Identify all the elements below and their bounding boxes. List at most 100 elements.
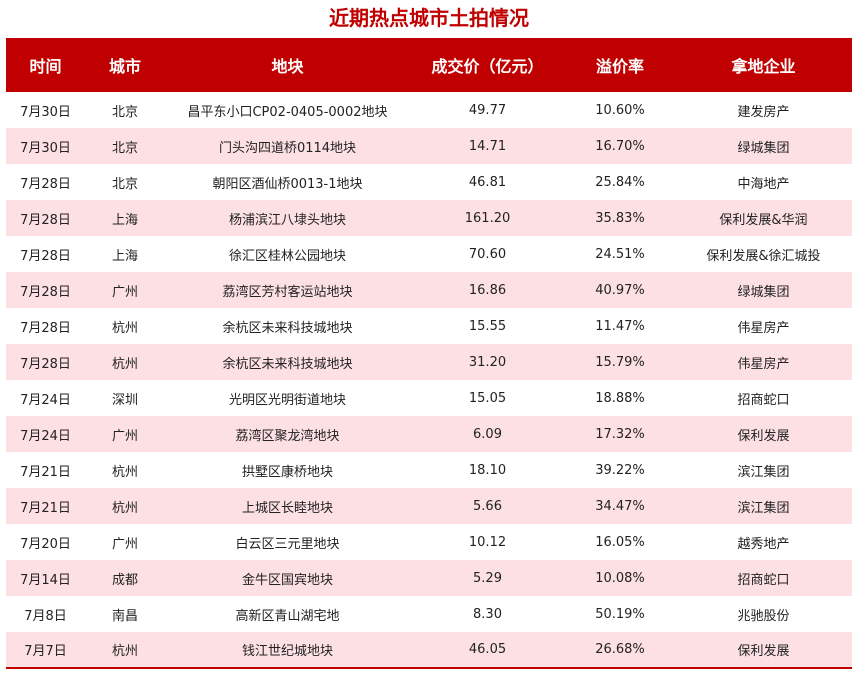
city-cell: 杭州 (111, 356, 138, 372)
date-cell: 7月28日 (20, 284, 71, 300)
premium-rate-cell: 26.68% (595, 642, 645, 657)
premium-rate-cell: 34.47% (595, 498, 645, 514)
land-plot-cell: 余杭区未来科技城地块 (222, 356, 353, 372)
date-cell: 7月28日 (20, 248, 71, 264)
price-cell: 15.55 (468, 318, 507, 334)
land-plot-cell: 白云区三元里地块 (235, 536, 340, 552)
city-cell: 广州 (111, 284, 138, 300)
city-cell: 杭州 (111, 464, 138, 480)
land-plot-cell: 光明区光明街道地块 (228, 392, 346, 408)
land-auction-table: 时间 城市 地块 成交价（亿元） 溢价率 拿地企业 7月30日 北京 昌平东小口CP… (6, 38, 852, 669)
price-cell: 5.66 (473, 498, 502, 514)
premium-rate-cell: 39.22% (595, 462, 645, 478)
land-plot-cell: 昌平东小口CP02-0405-0002地块 (187, 104, 388, 120)
price-cell: 16.86 (468, 282, 507, 298)
premium-rate-cell: 10.60% (595, 102, 645, 118)
city-cell: 北京 (111, 140, 138, 156)
premium-rate-cell: 40.97% (595, 282, 645, 298)
header-premium-rate: 溢价率 (595, 57, 644, 76)
header-date: 时间 (29, 57, 62, 76)
developer-cell: 越秀地产 (737, 536, 790, 552)
premium-rate-cell: 25.84% (595, 174, 645, 190)
land-plot-cell: 荔湾区聚龙湾地块 (235, 428, 340, 444)
city-cell: 广州 (111, 428, 138, 444)
land-plot-cell: 上城区长睦地块 (241, 500, 333, 516)
date-cell: 7月28日 (20, 176, 71, 192)
premium-rate-cell: 16.70% (595, 138, 645, 154)
city-cell: 南昌 (111, 608, 138, 624)
price-cell: 6.09 (473, 426, 502, 442)
premium-rate-cell: 35.83% (595, 210, 645, 226)
date-cell: 7月24日 (20, 428, 71, 444)
table-row: 7月8日 南昌 高新区青山湖宅地 8.30 50.19% 兆驰股份 (6, 596, 852, 632)
date-cell: 7月30日 (20, 140, 71, 156)
table-row: 7月28日 北京 朝阳区酒仙桥0013-1地块 46.81 25.84% 中海地产 (6, 164, 852, 200)
developer-cell: 中海地产 (737, 176, 790, 192)
premium-rate-cell: 18.88% (595, 390, 645, 406)
premium-rate-cell: 24.51% (595, 246, 645, 262)
table-header: 时间 城市 地块 成交价（亿元） 溢价率 拿地企业 (6, 38, 852, 92)
developer-cell: 保利发展&华润 (719, 212, 808, 228)
price-cell: 46.81 (468, 174, 507, 190)
developer-cell: 招商蛇口 (737, 392, 790, 408)
price-cell: 49.77 (468, 102, 507, 118)
city-cell: 上海 (111, 248, 138, 264)
developer-cell: 伟星房产 (737, 320, 790, 336)
land-plot-cell: 高新区青山湖宅地 (235, 608, 340, 624)
date-cell: 7月20日 (20, 536, 71, 552)
developer-cell: 保利发展 (737, 644, 790, 659)
land-plot-cell: 荔湾区芳村客运站地块 (222, 284, 353, 300)
city-cell: 广州 (111, 536, 138, 552)
price-cell: 31.20 (468, 354, 507, 370)
premium-rate-cell: 16.05% (595, 534, 645, 550)
header-land-plot: 地块 (271, 57, 304, 76)
table-row: 7月20日 广州 白云区三元里地块 10.12 16.05% 越秀地产 (6, 524, 852, 560)
header-price: 成交价（亿元） (431, 57, 544, 76)
price-cell: 15.05 (468, 390, 507, 406)
land-plot-cell: 钱江世纪城地块 (241, 644, 333, 659)
premium-rate-cell: 10.08% (595, 570, 645, 586)
premium-rate-cell: 50.19% (595, 606, 645, 622)
developer-cell: 保利发展 (737, 428, 790, 444)
city-cell: 杭州 (111, 644, 138, 659)
city-cell: 北京 (111, 176, 138, 192)
premium-rate-cell: 15.79% (595, 354, 645, 370)
header-developer: 拿地企业 (731, 57, 796, 76)
developer-cell: 建发房产 (737, 104, 790, 120)
table-row: 7月24日 广州 荔湾区聚龙湾地块 6.09 17.32% 保利发展 (6, 416, 852, 452)
price-cell: 46.05 (468, 642, 507, 657)
header-city: 城市 (108, 57, 141, 76)
price-cell: 14.71 (468, 138, 507, 154)
table-row: 7月21日 杭州 上城区长睦地块 5.66 34.47% 滨江集团 (6, 488, 852, 524)
developer-cell: 滨江集团 (737, 464, 790, 480)
premium-rate-cell: 11.47% (595, 318, 645, 334)
date-cell: 7月28日 (20, 320, 71, 336)
land-plot-cell: 拱墅区康桥地块 (241, 464, 333, 480)
premium-rate-cell: 17.32% (595, 426, 645, 442)
date-cell: 7月24日 (20, 392, 71, 408)
city-cell: 北京 (111, 104, 138, 120)
price-cell: 70.60 (468, 246, 507, 262)
price-cell: 10.12 (468, 534, 507, 550)
header-row: 时间 城市 地块 成交价（亿元） 溢价率 拿地企业 (6, 38, 852, 92)
date-cell: 7月21日 (20, 464, 71, 480)
table-row: 7月30日 北京 昌平东小口CP02-0405-0002地块 49.77 10.60% 建… (6, 92, 852, 128)
table-row: 7月28日 杭州 余杭区未来科技城地块 15.55 11.47% 伟星房产 (6, 308, 852, 344)
city-cell: 杭州 (111, 320, 138, 336)
date-cell: 7月14日 (20, 572, 71, 588)
city-cell: 上海 (111, 212, 138, 228)
date-cell: 7月28日 (20, 356, 71, 372)
land-plot-cell: 余杭区未来科技城地块 (222, 320, 353, 336)
land-plot-cell: 杨浦滨江八埭头地块 (228, 212, 346, 228)
city-cell: 成都 (111, 572, 138, 588)
price-cell: 8.30 (473, 606, 502, 622)
land-plot-cell: 门头沟四道桥0114地块 (218, 140, 357, 156)
table-row: 7月28日 上海 杨浦滨江八埭头地块 161.20 35.83% 保利发展&华润 (6, 200, 852, 236)
developer-cell: 保利发展&徐汇城投 (706, 248, 821, 264)
table-body: 7月30日 北京 昌平东小口CP02-0405-0002地块 49.77 10.60% 建… (6, 92, 852, 668)
developer-cell: 兆驰股份 (737, 608, 790, 624)
table-row: 7月28日 广州 荔湾区芳村客运站地块 16.86 40.97% 绿城集团 (6, 272, 852, 308)
developer-cell: 伟星房产 (737, 356, 790, 372)
date-cell: 7月21日 (20, 500, 71, 516)
developer-cell: 绿城集团 (737, 140, 790, 156)
